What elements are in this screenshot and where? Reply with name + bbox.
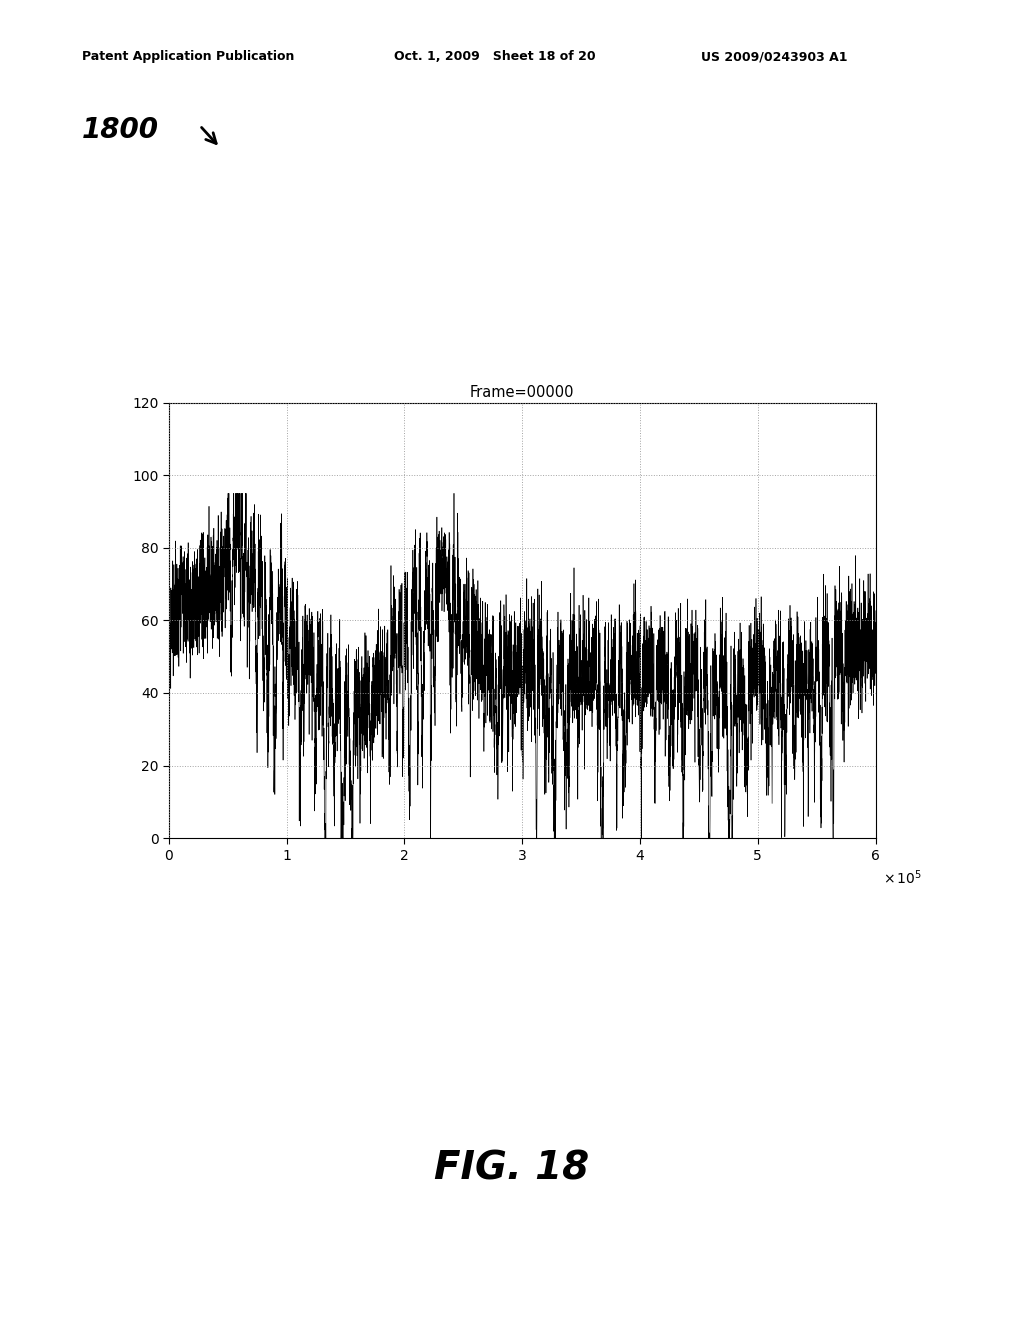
- Text: US 2009/0243903 A1: US 2009/0243903 A1: [701, 50, 848, 63]
- Text: 1800: 1800: [82, 116, 159, 144]
- Title: Frame=00000: Frame=00000: [470, 385, 574, 400]
- Text: $\times\,10^5$: $\times\,10^5$: [883, 869, 922, 887]
- Text: FIG. 18: FIG. 18: [434, 1150, 590, 1187]
- Text: Oct. 1, 2009   Sheet 18 of 20: Oct. 1, 2009 Sheet 18 of 20: [394, 50, 596, 63]
- Text: Patent Application Publication: Patent Application Publication: [82, 50, 294, 63]
